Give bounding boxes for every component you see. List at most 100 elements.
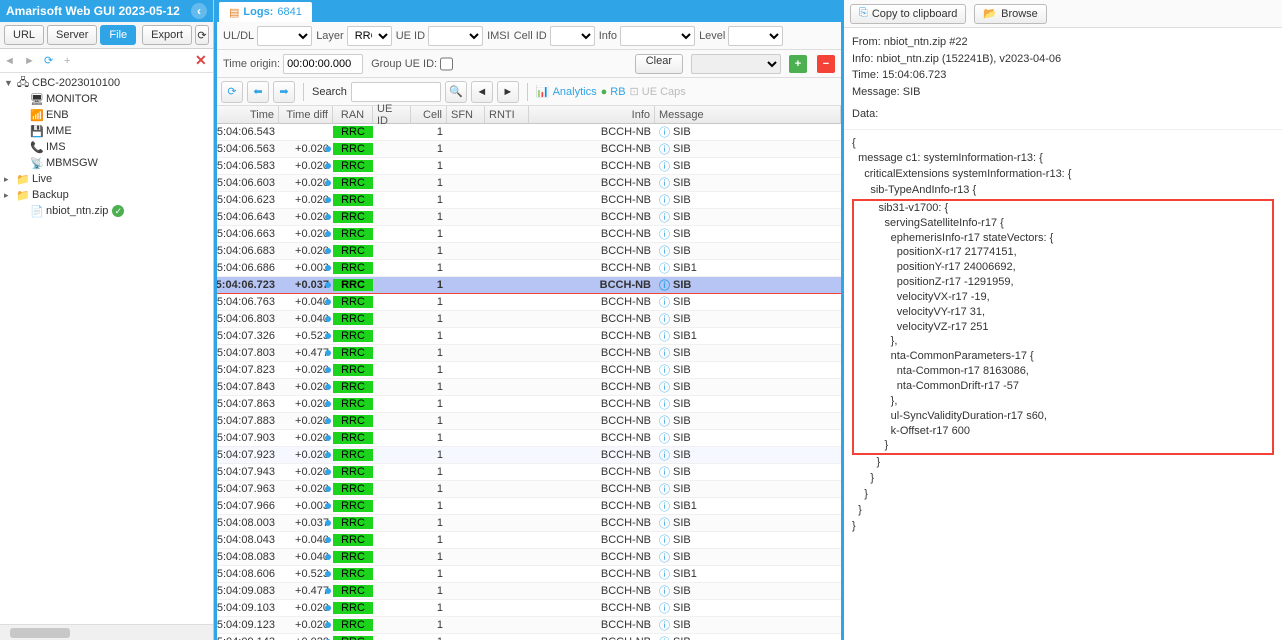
search-prev-icon[interactable]: ◄ [471, 81, 493, 103]
tab-count: 6841 [277, 6, 301, 18]
table-row[interactable]: 15:04:06.763+0.040RRC1BCCH-NBⓘSIB [217, 294, 841, 311]
nav-left-icon[interactable]: ◄ [4, 55, 18, 67]
table-row[interactable]: 15:04:07.883+0.020RRC1BCCH-NBⓘSIB [217, 413, 841, 430]
cell-info: BCCH-NB [529, 483, 655, 495]
remove-icon[interactable]: − [817, 55, 835, 73]
nav-right-icon[interactable]: ► [24, 55, 38, 67]
url-button[interactable]: URL [4, 25, 44, 45]
table-row[interactable]: 15:04:08.043+0.040RRC1BCCH-NBⓘSIB [217, 532, 841, 549]
group-checkbox[interactable] [440, 54, 453, 74]
table-row[interactable]: 15:04:06.583+0.020RRC1BCCH-NBⓘSIB [217, 158, 841, 175]
layer-select[interactable]: RRC [347, 26, 392, 46]
tree-folder-live[interactable]: ▸📁 Live [0, 171, 213, 187]
uldl-select[interactable] [257, 26, 312, 46]
table-row[interactable]: 15:04:06.686+0.003RRC1BCCH-NBⓘSIB1 [217, 260, 841, 277]
search-next-icon[interactable]: ► [497, 81, 519, 103]
next-icon[interactable]: ➡ [273, 81, 295, 103]
analytics-link[interactable]: 📊Analytics [536, 85, 597, 98]
search-go-icon[interactable]: 🔍 [445, 81, 467, 103]
table-row[interactable]: 15:04:06.723+0.037RRC1BCCH-NBⓘSIB [217, 277, 841, 294]
col-sfn[interactable]: SFN [447, 106, 485, 123]
cell-info: BCCH-NB [529, 126, 655, 138]
copy-button[interactable]: ⎘Copy to clipboard [850, 4, 966, 24]
cell-diff: +0.020 [279, 381, 333, 393]
table-row[interactable]: 15:04:06.803+0.040RRC1BCCH-NBⓘSIB [217, 311, 841, 328]
table-row[interactable]: 15:04:06.643+0.020RRC1BCCH-NBⓘSIB [217, 209, 841, 226]
col-cell[interactable]: Cell [411, 106, 447, 123]
table-row[interactable]: 15:04:07.326+0.523RRC1BCCH-NBⓘSIB1 [217, 328, 841, 345]
refresh-icon[interactable]: ⟳ [221, 81, 243, 103]
table-row[interactable]: 15:04:07.923+0.020RRC1BCCH-NBⓘSIB [217, 447, 841, 464]
table-row[interactable]: 15:04:06.543RRC1BCCH-NBⓘSIB [217, 124, 841, 141]
table-row[interactable]: 15:04:07.963+0.020RRC1BCCH-NBⓘSIB [217, 481, 841, 498]
col-rnti[interactable]: RNTI [485, 106, 529, 123]
table-row[interactable]: 15:04:06.663+0.020RRC1BCCH-NBⓘSIB [217, 226, 841, 243]
table-row[interactable]: 15:04:09.103+0.020RRC1BCCH-NBⓘSIB [217, 600, 841, 617]
table-row[interactable]: 15:04:07.903+0.020RRC1BCCH-NBⓘSIB [217, 430, 841, 447]
h-scrollbar[interactable] [0, 624, 213, 640]
nav-reload-icon[interactable]: ⟳ [44, 54, 58, 67]
add-icon[interactable]: + [789, 55, 807, 73]
table-row[interactable]: 15:04:09.083+0.477RRC1BCCH-NBⓘSIB [217, 583, 841, 600]
refresh-icon[interactable]: ⟳ [195, 25, 209, 45]
collapse-left-icon[interactable]: ‹ [191, 3, 207, 19]
table-row[interactable]: 15:04:08.003+0.037RRC1BCCH-NBⓘSIB [217, 515, 841, 532]
table-row[interactable]: 15:04:07.803+0.477RRC1BCCH-NBⓘSIB [217, 345, 841, 362]
col-ueid[interactable]: UE ID [373, 106, 411, 123]
table-row[interactable]: 15:04:06.683+0.020RRC1BCCH-NBⓘSIB [217, 243, 841, 260]
col-msg[interactable]: Message [655, 106, 841, 123]
table-row[interactable]: 15:04:09.123+0.020RRC1BCCH-NBⓘSIB [217, 617, 841, 634]
tree-node[interactable]: 🖥MONITOR [0, 91, 213, 107]
export-button[interactable]: Export [142, 25, 192, 45]
prev-icon[interactable]: ⬅ [247, 81, 269, 103]
cell-cell: 1 [411, 126, 447, 138]
info-select[interactable] [620, 26, 695, 46]
table-row[interactable]: 15:04:08.083+0.040RRC1BCCH-NBⓘSIB [217, 549, 841, 566]
table-row[interactable]: 15:04:07.823+0.020RRC1BCCH-NBⓘSIB [217, 362, 841, 379]
tree-root[interactable]: ▼🖧 CBC-2023010100 [0, 75, 213, 91]
tree-folder-backup[interactable]: ▸📁 Backup [0, 187, 213, 203]
col-info[interactable]: Info [529, 106, 655, 123]
table-row[interactable]: 15:04:06.603+0.020RRC1BCCH-NBⓘSIB [217, 175, 841, 192]
cell-cell: 1 [411, 177, 447, 189]
detail-pre1: { message c1: systemInformation-r13: { c… [852, 137, 1071, 197]
cell-cell: 1 [411, 330, 447, 342]
table-row[interactable]: 15:04:09.143+0.020RRC1BCCH-NBⓘSIB [217, 634, 841, 640]
col-ran[interactable]: RAN [333, 106, 373, 123]
table-row[interactable]: 15:04:06.623+0.020RRC1BCCH-NBⓘSIB [217, 192, 841, 209]
table-row[interactable]: 15:04:07.966+0.003RRC1BCCH-NBⓘSIB1 [217, 498, 841, 515]
col-timediff[interactable]: Time diff [279, 106, 333, 123]
tree-node[interactable]: 📶ENB [0, 107, 213, 123]
info-icon: ⓘ [659, 583, 670, 599]
cellid-select[interactable] [550, 26, 595, 46]
tree-node[interactable]: 📞IMS [0, 139, 213, 155]
clear-button[interactable]: Clear [635, 54, 683, 74]
table-row[interactable]: 15:04:06.563+0.020RRC1BCCH-NBⓘSIB [217, 141, 841, 158]
close-icon[interactable]: ✕ [195, 52, 209, 69]
table-row[interactable]: 15:04:07.843+0.020RRC1BCCH-NBⓘSIB [217, 379, 841, 396]
grid-body[interactable]: 15:04:06.543RRC1BCCH-NBⓘSIB15:04:06.563+… [217, 124, 841, 640]
rb-link[interactable]: ●RB [601, 86, 626, 98]
server-button[interactable]: Server [47, 25, 97, 45]
tree-file[interactable]: 📄 nbiot_ntn.zip ✓ [0, 203, 213, 219]
origin-input[interactable] [283, 54, 363, 74]
tree-node[interactable]: 💾MME [0, 123, 213, 139]
level-select[interactable] [728, 26, 783, 46]
nav-add-icon[interactable]: + [64, 55, 78, 67]
tree-node[interactable]: 📡MBMSGW [0, 155, 213, 171]
browse-button[interactable]: 📂Browse [974, 4, 1046, 24]
info-icon: ⓘ [659, 226, 670, 242]
filter-select[interactable] [691, 54, 781, 74]
cell-info: BCCH-NB [529, 500, 655, 512]
cell-time: 15:04:07.803 [217, 347, 279, 359]
table-row[interactable]: 15:04:08.606+0.523RRC1BCCH-NBⓘSIB1 [217, 566, 841, 583]
cell-diff: +0.020 [279, 160, 333, 172]
table-row[interactable]: 15:04:07.943+0.020RRC1BCCH-NBⓘSIB [217, 464, 841, 481]
info-icon: ⓘ [659, 124, 670, 140]
tab-logs[interactable]: ▤ Logs: 6841 [219, 2, 312, 22]
table-row[interactable]: 15:04:07.863+0.020RRC1BCCH-NBⓘSIB [217, 396, 841, 413]
search-input[interactable] [351, 82, 441, 102]
ueid-select[interactable] [428, 26, 483, 46]
file-button[interactable]: File [100, 25, 136, 45]
col-time[interactable]: Time [217, 106, 279, 123]
